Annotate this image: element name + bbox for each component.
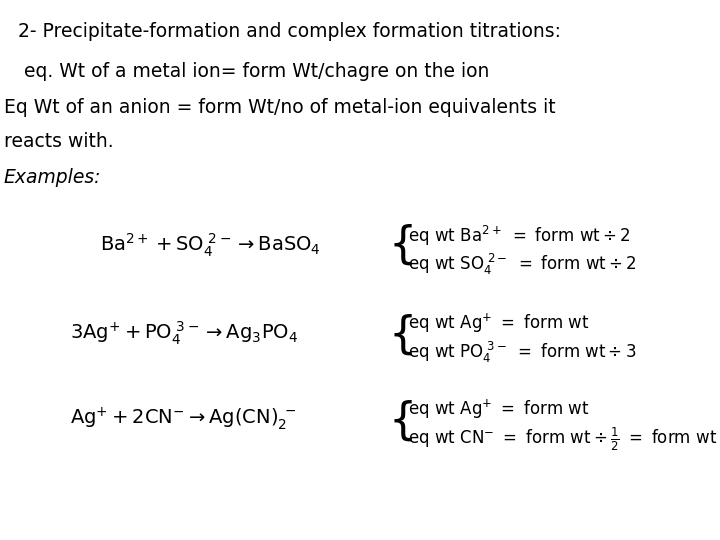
Text: $\mathregular{eq\ wt\ Ba^{2+}\ =\ form\ wt \div 2}$: $\mathregular{eq\ wt\ Ba^{2+}\ =\ form\ …: [408, 224, 631, 248]
Text: 2- Precipitate-formation and complex formation titrations:: 2- Precipitate-formation and complex for…: [18, 22, 561, 41]
Text: $\mathregular{eq\ wt\ SO_4^{\ 2-}\ =\ form\ wt \div 2}$: $\mathregular{eq\ wt\ SO_4^{\ 2-}\ =\ fo…: [408, 252, 636, 277]
Text: $\{$: $\{$: [388, 398, 413, 443]
Text: $\mathregular{eq\ wt\ Ag^{+}\ =\ form\ wt}$: $\mathregular{eq\ wt\ Ag^{+}\ =\ form\ w…: [408, 312, 590, 335]
Text: Examples:: Examples:: [4, 168, 102, 187]
Text: $\{$: $\{$: [388, 312, 413, 357]
Text: $\mathregular{3Ag^{+} + PO_4^{\ 3-} \rightarrow Ag_3PO_4}$: $\mathregular{3Ag^{+} + PO_4^{\ 3-} \rig…: [70, 320, 298, 347]
Text: $\mathregular{eq\ wt\ PO_4^{\ 3-}\ =\ form\ wt \div 3}$: $\mathregular{eq\ wt\ PO_4^{\ 3-}\ =\ fo…: [408, 340, 636, 365]
Text: $\mathregular{eq\ wt\ Ag^{+}\ =\ form\ wt}$: $\mathregular{eq\ wt\ Ag^{+}\ =\ form\ w…: [408, 398, 590, 421]
Text: $\mathregular{Ba^{2+} + SO_4^{\ 2-} \rightarrow BaSO_4}$: $\mathregular{Ba^{2+} + SO_4^{\ 2-} \rig…: [100, 232, 321, 259]
Text: Eq Wt of an anion = form Wt/no of metal-ion equivalents it: Eq Wt of an anion = form Wt/no of metal-…: [4, 98, 556, 117]
Text: $\mathregular{eq\ wt\ CN^{-}\ =\ form\ wt \div \frac{1}{2}\ =\ form\ wt \times 2: $\mathregular{eq\ wt\ CN^{-}\ =\ form\ w…: [408, 426, 720, 454]
Text: reacts with.: reacts with.: [4, 132, 114, 151]
Text: $\{$: $\{$: [388, 222, 413, 267]
Text: eq. Wt of a metal ion= form Wt/chagre on the ion: eq. Wt of a metal ion= form Wt/chagre on…: [18, 62, 490, 81]
Text: $\mathregular{Ag^{+} + 2CN^{-} \rightarrow Ag(CN)_2^{\ -}}$: $\mathregular{Ag^{+} + 2CN^{-} \rightarr…: [70, 405, 297, 432]
